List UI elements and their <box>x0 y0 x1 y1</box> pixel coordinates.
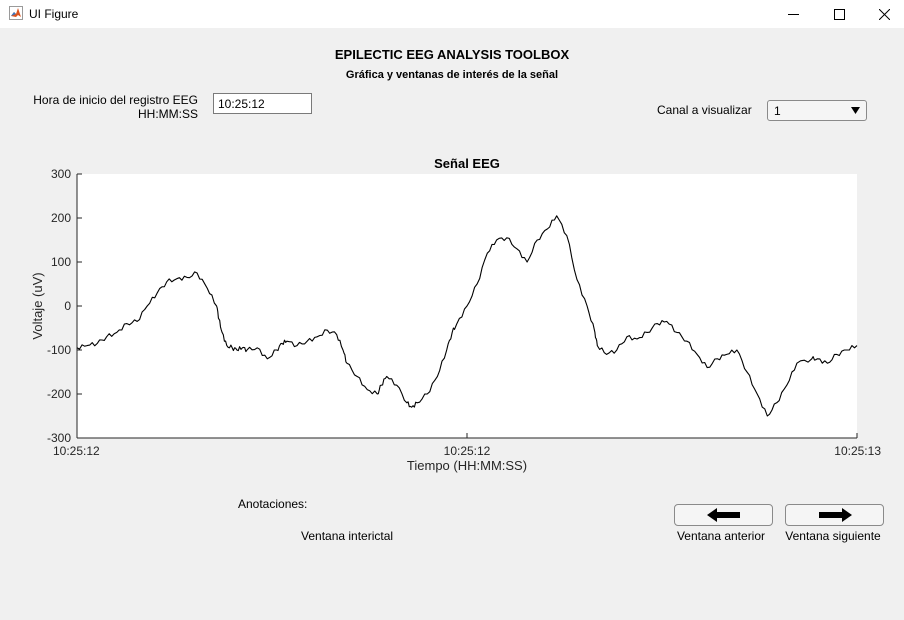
y-tick-label: -200 <box>47 387 71 401</box>
maximize-button[interactable] <box>816 0 862 28</box>
minimize-icon <box>787 13 799 15</box>
window-titlebar: UI Figure <box>0 0 904 28</box>
y-tick-label: -300 <box>47 431 71 445</box>
arrow-left-icon <box>706 508 740 522</box>
arrow-right-icon <box>818 508 852 522</box>
minimize-button[interactable] <box>770 0 816 28</box>
y-axis-label: Voltaje (uV) <box>30 272 45 339</box>
x-tick-label: 10:25:12 <box>53 444 100 458</box>
next-window-button[interactable] <box>785 504 884 526</box>
close-button[interactable] <box>861 0 904 28</box>
window-title: UI Figure <box>29 7 79 21</box>
app-subtitle: Gráfica y ventanas de interés de la seña… <box>345 69 559 81</box>
y-tick-label: 300 <box>51 167 71 181</box>
prev-window-label: Ventana anterior <box>676 529 766 543</box>
prev-window-button[interactable] <box>674 504 773 526</box>
start-time-label-line1: Hora de inicio del registro EEG <box>33 93 198 107</box>
next-window-label: Ventana siguiente <box>785 529 881 543</box>
maximize-icon <box>833 8 845 20</box>
y-tick-label: 100 <box>51 255 71 269</box>
chevron-down-icon <box>851 107 860 114</box>
y-tick-label: -100 <box>47 343 71 357</box>
app-title: EPILECTIC EEG ANALYSIS TOOLBOX <box>334 47 570 62</box>
chart-title: Señal EEG <box>434 156 500 171</box>
y-tick-label: 0 <box>64 299 71 313</box>
start-time-label-line2: HH:MM:SS <box>138 107 198 121</box>
start-time-label: Hora de inicio del registro EEG HH:MM:SS <box>20 93 198 121</box>
channel-dropdown[interactable]: 1 <box>767 100 867 121</box>
eeg-signal-line <box>76 215 858 417</box>
close-icon <box>878 8 890 20</box>
start-time-input[interactable] <box>213 93 312 114</box>
y-tick-label: 200 <box>51 211 71 225</box>
annotations-value: Ventana interictal <box>301 529 394 543</box>
x-tick-label: 10:25:13 <box>834 444 881 458</box>
annotations-label: Anotaciones: <box>238 497 308 511</box>
channel-selected-value: 1 <box>774 104 781 118</box>
x-axis-label: Tiempo (HH:MM:SS) <box>407 458 527 473</box>
channel-label: Canal a visualizar <box>657 103 752 117</box>
x-tick-label: 10:25:12 <box>444 444 491 458</box>
matlab-icon <box>9 6 23 20</box>
